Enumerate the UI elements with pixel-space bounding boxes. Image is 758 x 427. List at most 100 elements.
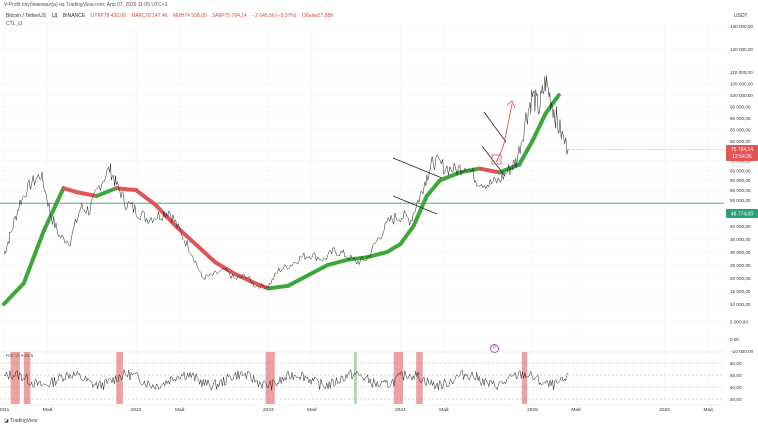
y-tick-label: 30 000,00 <box>730 250 751 255</box>
rsi-highlight-band <box>416 352 423 404</box>
rebound-arrow-2 <box>504 103 513 140</box>
y-tick-label: 65 000,00 <box>730 168 751 173</box>
trend-segment <box>266 283 291 291</box>
x-tick-label: Май <box>43 406 53 413</box>
x-tick-label: Май <box>439 406 449 413</box>
symbol-name[interactable]: Bitcoin / TetherUS <box>6 13 46 19</box>
x-tick-label: 2023 <box>263 407 274 413</box>
trend-segment <box>424 178 442 199</box>
rsi-pane <box>0 352 724 404</box>
trend-segment <box>325 257 350 267</box>
x-tick-label: 2021 <box>0 407 10 413</box>
arrow-head-icon <box>506 100 516 109</box>
channel-upper-line <box>392 157 443 179</box>
x-tick-label: 2022 <box>131 407 142 413</box>
rsi-highlight-band <box>116 352 123 404</box>
x-tick-label: Май <box>307 406 317 413</box>
support-badge-value: 48 774,00 <box>731 212 753 218</box>
price-badge <box>726 145 758 161</box>
rsi-highlight-band <box>521 352 528 404</box>
rsi-tick-label: 40,00 <box>730 385 742 390</box>
channel-lower-line <box>392 195 438 215</box>
wedge-lower-line <box>481 145 506 177</box>
symbol-row: Bitcoin / TetherUS 1Д BINANCE ОТКР78 430… <box>6 13 338 19</box>
trend-segment <box>61 186 79 195</box>
y-tick-label: 110 000,00 <box>730 70 753 75</box>
y-tick-label: 60 000,00 <box>730 178 751 183</box>
trend-segment <box>345 255 370 262</box>
y-axis: 130 000,00 120 000,00 110 000,00 105 000,00… <box>730 24 754 354</box>
trend-segment <box>21 229 46 286</box>
grid <box>0 25 724 405</box>
x-tick-label: 2025 <box>527 407 538 413</box>
trend-segment <box>213 260 238 277</box>
trend-segment <box>173 224 198 247</box>
y-tick-label: 85 000,00 <box>730 127 751 132</box>
y-tick-label: −10 000,00 <box>730 349 754 354</box>
trend-segment <box>398 224 416 247</box>
price-badge-countdown: 12:54:26 <box>732 154 752 160</box>
trend-segment <box>517 139 535 167</box>
rsi-tick-label: 80,00 <box>730 361 742 366</box>
x-tick-label: 2024 <box>395 407 406 413</box>
y-tick-label: 25 000,00 <box>730 263 751 268</box>
trend-segment <box>286 273 310 288</box>
y-tick-label: 35 000,00 <box>730 237 751 242</box>
trend-segment <box>114 186 139 193</box>
indicator-name[interactable]: CTL_IJ <box>6 21 23 27</box>
x-tick-label: Май <box>703 406 713 413</box>
tradingview-logo-icon: ◪ <box>4 418 11 424</box>
close-value: ЗАКР75 784,14 <box>211 13 247 19</box>
y-tick-label: 20 000,00 <box>730 276 751 281</box>
rsi-line <box>3 368 569 391</box>
x-axis: 2021 Май 2022 Май 2023 Май 2024 Май 2025 Май 2026 М… <box>0 406 713 413</box>
y-tick-label: 100 000,00 <box>730 93 753 98</box>
trend-segment <box>385 242 403 254</box>
low-value: МИН74 508,00 <box>172 13 207 19</box>
x-tick-label: Май <box>175 406 185 413</box>
y-tick-label: 40 000,00 <box>730 224 751 229</box>
trend-segment <box>2 281 26 306</box>
y-tick-label: 50 000,00 <box>730 198 751 203</box>
y-tick-label: 130 000,00 <box>730 24 753 29</box>
trend-segment <box>530 111 548 143</box>
rsi-tick-label: 60,00 <box>730 373 742 378</box>
rsi-label: RSI 14 ▾ 38.5 <box>6 353 34 358</box>
rsi-tick-label: 20,00 <box>730 397 742 402</box>
publisher-logo-icon: P <box>490 344 499 353</box>
y-tick-label: 0,00 <box>730 337 739 342</box>
y-tick-label: 10 000,00 <box>730 302 751 307</box>
trend-segment <box>543 93 561 116</box>
exchange: BINANCE <box>62 13 86 19</box>
footer-brand: ◪ TradingView <box>4 418 38 424</box>
change-value: −2 645,86 (−3,37%) <box>252 13 297 19</box>
trend-segment <box>41 186 66 234</box>
support-badge <box>726 209 758 218</box>
trend-segment <box>477 166 502 175</box>
y-tick-label: 55 000,00 <box>730 188 751 193</box>
y-tick-label: 15 000,00 <box>730 289 751 294</box>
volume-value: Объём27,88K <box>301 13 334 19</box>
y-tick-label: 105 000,00 <box>730 81 753 86</box>
currency-label[interactable]: USDT <box>734 13 748 19</box>
wedge-upper-line <box>483 111 507 143</box>
price-line <box>3 75 569 290</box>
price-badge-value: 75 784,14 <box>731 147 753 153</box>
trend-segment <box>193 242 218 265</box>
rsi-highlight-band <box>10 352 20 404</box>
trend-segment <box>411 194 429 228</box>
trend-segment <box>94 186 119 199</box>
x-tick-label: Май <box>571 406 581 413</box>
y-tick-label: 5 000,00 <box>730 319 748 324</box>
timeframe[interactable]: 1Д <box>51 13 58 19</box>
target-box <box>491 154 502 165</box>
y-tick-label: 90 000,00 <box>730 116 751 121</box>
trend-segment <box>305 263 330 278</box>
rebound-arrow <box>495 138 506 163</box>
x-tick-label: 2026 <box>659 407 670 413</box>
drawings <box>392 100 516 215</box>
rsi-highlight-band <box>354 352 357 404</box>
high-value: МАКС78 147,46 <box>131 13 168 19</box>
trend-segment <box>437 170 462 183</box>
